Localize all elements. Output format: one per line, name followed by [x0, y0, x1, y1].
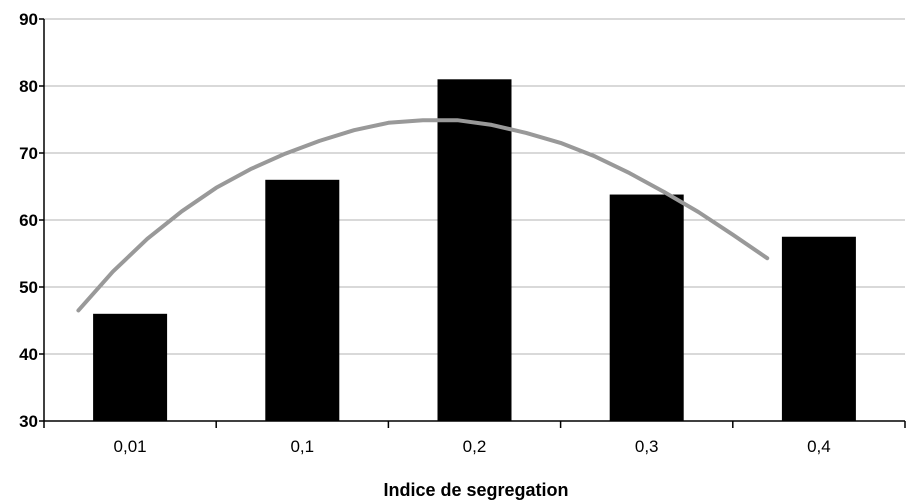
y-tick-label: 60	[19, 211, 38, 230]
bar	[93, 313, 168, 421]
x-tick-label: 0,1	[290, 437, 314, 456]
axes	[39, 18, 906, 428]
bar	[265, 179, 340, 421]
x-tick-label: 0,4	[807, 437, 831, 456]
x-tick-label: 0,2	[463, 437, 487, 456]
x-tick-labels: 0,01 0,1 0,2 0,3 0,4	[114, 437, 831, 456]
y-tick-label: 40	[19, 345, 38, 364]
y-tick-label: 70	[19, 144, 38, 163]
y-tick-label: 50	[19, 278, 38, 297]
y-tick-label: 30	[19, 412, 38, 431]
y-tick-labels: 30 40 50 60 70 80 90	[19, 10, 38, 431]
trendline-curve	[76, 118, 770, 313]
x-axis-title: Indice de segregation	[383, 480, 568, 500]
bar	[437, 79, 512, 422]
bars	[93, 79, 856, 422]
x-tick-label: 0,3	[635, 437, 659, 456]
bar	[609, 194, 684, 421]
y-tick-label: 90	[19, 10, 38, 29]
trendline	[76, 118, 770, 313]
bar	[781, 236, 856, 421]
y-tick-label: 80	[19, 77, 38, 96]
x-tick-label: 0,01	[114, 437, 147, 456]
